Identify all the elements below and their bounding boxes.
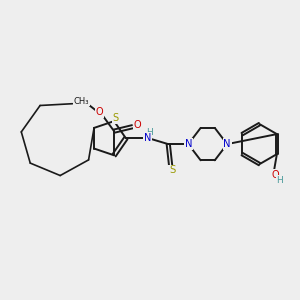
Text: O: O bbox=[272, 170, 279, 180]
Text: S: S bbox=[112, 113, 118, 123]
Text: O: O bbox=[95, 107, 103, 117]
Text: S: S bbox=[169, 165, 175, 175]
Text: CH₃: CH₃ bbox=[74, 97, 89, 106]
Text: H: H bbox=[276, 176, 283, 185]
Text: N: N bbox=[184, 139, 192, 149]
Text: N: N bbox=[224, 139, 231, 149]
Text: O: O bbox=[134, 120, 141, 130]
Text: H: H bbox=[146, 128, 153, 137]
Text: N: N bbox=[144, 133, 151, 143]
